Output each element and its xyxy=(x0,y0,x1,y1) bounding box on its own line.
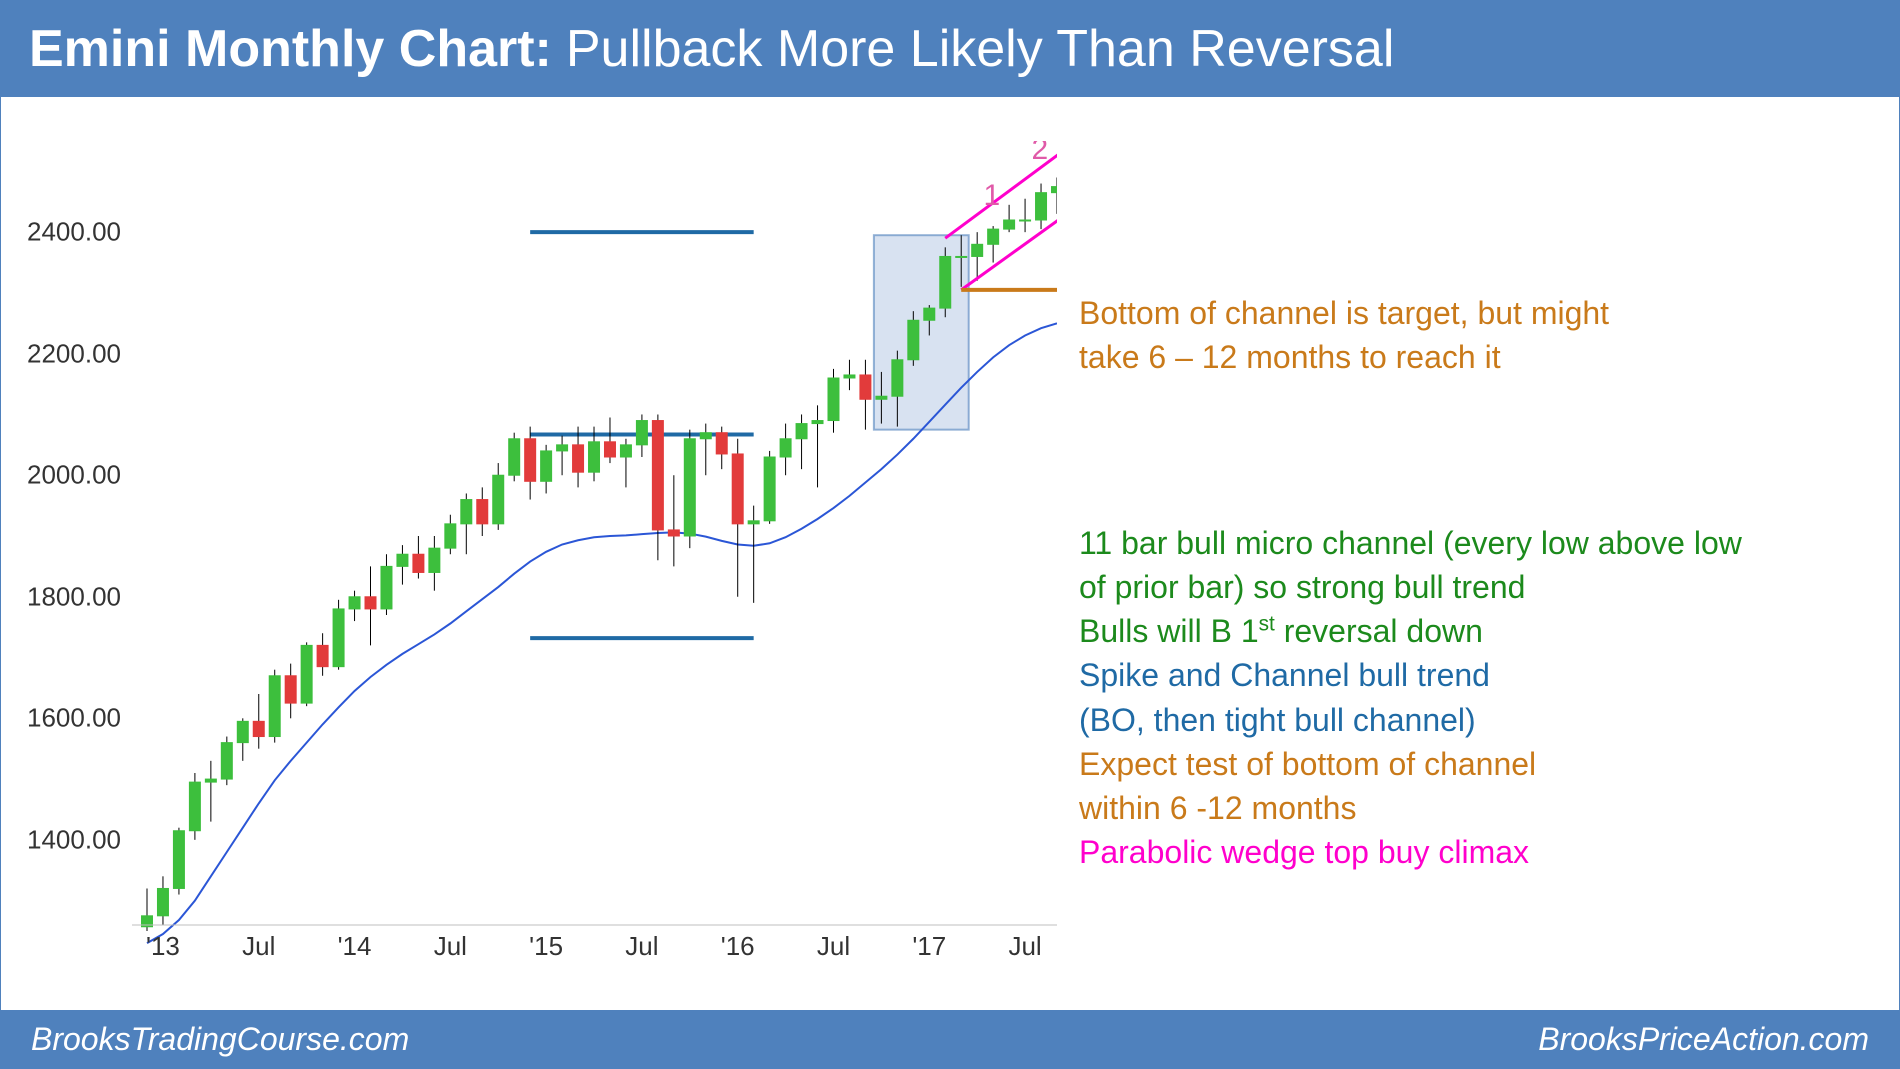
candle-bull xyxy=(237,721,248,742)
annotation-block: 11 bar bull micro channel (every low abo… xyxy=(1079,521,1742,874)
candle-bull xyxy=(509,439,520,475)
candle-bull xyxy=(908,320,919,360)
candle-bull xyxy=(892,360,903,396)
title-bold: Emini Monthly Chart: xyxy=(29,19,552,79)
candle-bear xyxy=(732,454,743,524)
page-root: Emini Monthly Chart: Pullback More Likel… xyxy=(0,0,1900,1069)
candle-bull xyxy=(748,521,759,524)
candle-bull xyxy=(221,743,232,779)
annotation-line: Spike and Channel bull trend xyxy=(1079,653,1742,697)
candle-bear xyxy=(413,554,424,572)
candle-bull xyxy=(828,378,839,421)
candle-bull xyxy=(205,779,216,782)
wedge-number: 2 xyxy=(1031,141,1048,166)
candle-bull xyxy=(780,439,791,457)
candle-bear xyxy=(365,597,376,609)
candle-bull xyxy=(956,256,967,257)
candle-bear xyxy=(860,375,871,399)
y-tick-label: 1600.00 xyxy=(27,703,135,734)
x-tick-label: Jul xyxy=(817,931,850,962)
candle-bull xyxy=(1052,187,1058,193)
annotation-target: Bottom of channel is target, but mightta… xyxy=(1079,291,1609,379)
candle-bull xyxy=(445,524,456,548)
annotation-line: (BO, then tight bull channel) xyxy=(1079,698,1742,742)
annotation-line: Parabolic wedge top buy climax xyxy=(1079,830,1742,874)
x-tick-label: '14 xyxy=(338,931,372,962)
candle-bull xyxy=(636,421,647,445)
title-bar: Emini Monthly Chart: Pullback More Likel… xyxy=(1,1,1899,97)
candle-bear xyxy=(716,433,727,454)
candle-bear xyxy=(573,445,584,472)
candle-bear xyxy=(604,442,615,457)
title-rest: Pullback More Likely Than Reversal xyxy=(566,19,1395,79)
chart-area: 123 1400.001600.001800.002000.002200.002… xyxy=(27,141,1057,961)
annotation-line: 11 bar bull micro channel (every low abo… xyxy=(1079,521,1742,565)
annotation-line: take 6 – 12 months to reach it xyxy=(1079,335,1609,379)
candle-bull xyxy=(876,396,887,399)
candle-bull xyxy=(988,229,999,244)
candle-bull xyxy=(461,500,472,524)
candle-bull xyxy=(589,442,600,472)
candle-bear xyxy=(668,530,679,536)
y-tick-label: 1800.00 xyxy=(27,581,135,612)
chart-svg: 123 xyxy=(27,141,1057,961)
candle-bull xyxy=(493,475,504,524)
x-tick-label: '16 xyxy=(721,931,755,962)
candle-bull xyxy=(684,439,695,536)
y-tick-label: 2200.00 xyxy=(27,338,135,369)
candle-bear xyxy=(652,421,663,530)
candle-bull xyxy=(157,888,168,915)
candle-bull xyxy=(812,421,823,424)
y-tick-label: 2400.00 xyxy=(27,217,135,248)
footer-left: BrooksTradingCourse.com xyxy=(31,1021,409,1058)
wedge-number: 1 xyxy=(984,179,1001,212)
spike-highlight-box xyxy=(874,235,969,429)
candle-bull xyxy=(700,433,711,439)
x-tick-label: '17 xyxy=(912,931,946,962)
candle-bull xyxy=(924,308,935,320)
candle-bull xyxy=(972,244,983,256)
candle-bull xyxy=(844,375,855,378)
y-tick-label: 1400.00 xyxy=(27,824,135,855)
annotation-line: of prior bar) so strong bull trend xyxy=(1079,565,1742,609)
annotation-line: within 6 -12 months xyxy=(1079,786,1742,830)
candle-bear xyxy=(317,645,328,666)
candle-bull xyxy=(269,676,280,737)
x-tick-label: '15 xyxy=(529,931,563,962)
candle-bull xyxy=(381,566,392,609)
candle-bull xyxy=(333,609,344,667)
candle-bull xyxy=(301,645,312,703)
candle-bull xyxy=(1020,220,1031,221)
candle-bull xyxy=(397,554,408,566)
annotation-line: Bottom of channel is target, but might xyxy=(1079,291,1609,335)
candle-bull xyxy=(620,445,631,457)
candle-bull xyxy=(1004,220,1015,229)
candle-bull xyxy=(429,548,440,572)
annotation-line: Expect test of bottom of channel xyxy=(1079,742,1742,786)
x-tick-label: Jul xyxy=(1008,931,1041,962)
candle-bear xyxy=(477,500,488,524)
candle-bull xyxy=(557,445,568,451)
candle-bull xyxy=(189,782,200,831)
candle-bull xyxy=(173,831,184,889)
annotation-line: Bulls will B 1st reversal down xyxy=(1079,609,1742,653)
candle-bull xyxy=(1036,193,1047,220)
x-tick-label: '13 xyxy=(146,931,180,962)
candle-bear xyxy=(253,721,264,736)
footer-bar: BrooksTradingCourse.com BrooksPriceActio… xyxy=(1,1010,1899,1068)
y-tick-label: 2000.00 xyxy=(27,460,135,491)
candle-bull xyxy=(349,597,360,609)
footer-right: BrooksPriceAction.com xyxy=(1538,1021,1869,1058)
candle-bull xyxy=(796,424,807,439)
x-tick-label: Jul xyxy=(242,931,275,962)
candle-bull xyxy=(940,256,951,308)
x-tick-label: Jul xyxy=(434,931,467,962)
candle-bull xyxy=(764,457,775,521)
candle-bear xyxy=(525,439,536,482)
candle-bull xyxy=(541,451,552,481)
candle-bear xyxy=(285,676,296,703)
x-tick-label: Jul xyxy=(625,931,658,962)
